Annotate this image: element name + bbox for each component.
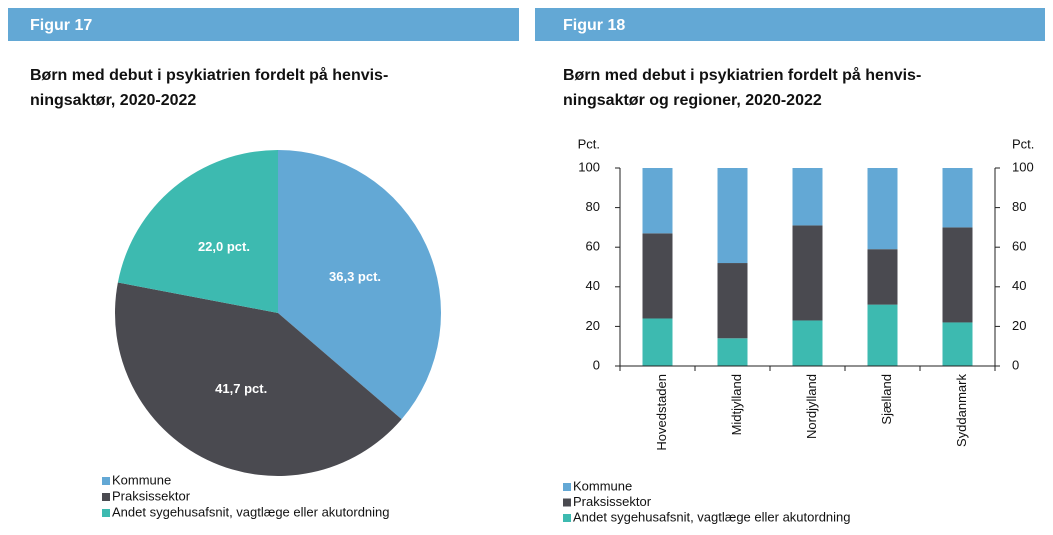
bar-segment (717, 168, 748, 264)
bar-segment (717, 263, 748, 339)
data-label: 41,7 pct. (215, 381, 267, 396)
legend-label: Andet sygehusafsnit, vagtlæge eller akut… (112, 504, 390, 519)
legend-label: Praksissektor (112, 488, 191, 503)
pie-slice (278, 150, 442, 420)
y-tick-label: 20 (586, 318, 600, 333)
legend-swatch (102, 477, 110, 485)
chart-title: ningsaktør, 2020-2022 (30, 92, 196, 109)
legend-swatch (102, 493, 110, 501)
legend-swatch (102, 509, 110, 517)
figure-label: Figur 18 (563, 17, 625, 34)
y-tick-label: 80 (586, 199, 600, 214)
pie-slice (117, 150, 278, 313)
y2-tick-label: 0 (1012, 357, 1019, 372)
x-tick-label: Hovedstaden (654, 374, 669, 451)
bar-segment (942, 227, 973, 323)
bar-segment (792, 225, 823, 321)
legend-label: Praksissektor (573, 494, 652, 509)
bar-segment (792, 320, 823, 366)
bar-segment (642, 318, 673, 366)
legend-label: Andet sygehusafsnit, vagtlæge eller akut… (573, 509, 851, 524)
legend-label: Kommune (112, 472, 171, 487)
header-bar (535, 8, 1045, 41)
bar-segment (867, 304, 898, 366)
bar-segment (792, 168, 823, 226)
bar-segment (942, 168, 973, 228)
chart-title: ningsaktør og regioner, 2020-2022 (563, 92, 822, 109)
bar-segment (717, 338, 748, 366)
axis-label: Pct. (1012, 136, 1034, 151)
y2-tick-label: 80 (1012, 199, 1026, 214)
x-tick-label: Sjælland (879, 374, 894, 425)
axis-label: Pct. (578, 136, 600, 151)
y2-tick-label: 60 (1012, 239, 1026, 254)
legend-swatch (563, 514, 571, 522)
header-bar (8, 8, 519, 41)
y-tick-label: 100 (578, 159, 600, 174)
chart-title: Børn med debut i psykiatrien fordelt på … (30, 66, 388, 84)
bar-segment (642, 233, 673, 319)
legend-swatch (563, 483, 571, 491)
x-tick-label: Syddanmark (954, 374, 969, 447)
legend-swatch (563, 498, 571, 507)
y2-tick-label: 100 (1012, 159, 1034, 174)
bar-segment (942, 322, 973, 366)
y2-tick-label: 20 (1012, 318, 1026, 333)
data-label: 22,0 pct. (198, 239, 250, 254)
bar-segment (642, 168, 673, 234)
data-label: 36,3 pct. (329, 269, 381, 284)
x-tick-label: Nordjylland (804, 374, 819, 439)
chart-title: Børn med debut i psykiatrien fordelt på … (563, 66, 921, 84)
y2-tick-label: 40 (1012, 278, 1026, 293)
y-tick-label: 0 (593, 357, 600, 372)
pie-slice (114, 282, 402, 476)
bar-segment (867, 168, 898, 250)
legend-label: Kommune (573, 478, 632, 493)
figure-label: Figur 17 (30, 17, 92, 34)
x-tick-label: Midtjylland (729, 374, 744, 435)
bar-segment (867, 249, 898, 305)
y-tick-label: 40 (586, 278, 600, 293)
y-tick-label: 60 (586, 239, 600, 254)
